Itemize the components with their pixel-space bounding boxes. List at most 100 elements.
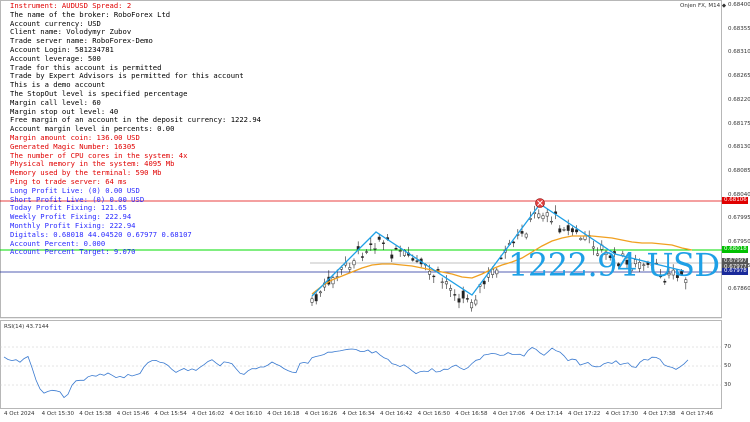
candle-body [591,246,595,249]
candle-body [520,231,524,234]
candle-body [461,290,465,299]
info-line: Generated Magic Number: 16305 [10,141,136,151]
time-tick-label: 4 Oct 17:06 [492,411,526,417]
candle-body [675,275,679,278]
info-line: Account Percent: 0.000 [10,238,106,248]
chart-symbol-label: Onjen FX, M14 ◆ [680,3,727,9]
info-line: Instrument: AUDUSD Spread: 2 [10,1,132,10]
candle-body [457,298,461,303]
candle-body [318,291,322,294]
candle-body [440,281,444,283]
price-tick-label: 0.68175 [728,120,750,127]
time-tick-label: 4 Oct 16:02 [192,411,225,417]
time-tick-label: 4 Oct 17:22 [568,411,601,417]
candle-body [629,268,633,272]
info-line: Account Percent Target: 9.070 [10,247,136,257]
info-line: Account currency: USD [10,18,101,28]
candle-body [352,260,356,266]
info-line: Long Profit Live: (0) 0.00 USD [10,185,140,195]
info-line: Trade server name: RoboForex-Demo [10,36,153,46]
time-tick-label: 4 Oct 15:54 [154,411,187,417]
moving-average-line [311,235,693,295]
candle-body [625,259,629,265]
time-tick-label: 4 Oct 16:50 [417,411,450,417]
candle-body [470,302,474,309]
price-tick-label: 0.67860 [728,286,750,293]
candle-body [541,215,545,219]
time-tick-label: 4 Oct 16:42 [380,411,413,417]
candle-body [495,269,499,275]
candle-body [596,253,600,256]
candle-body [360,256,364,258]
info-line: Free margin of an account in the deposit… [10,115,261,125]
candle-body [663,280,667,283]
candle-body [566,225,570,231]
time-tick-label: 4 Oct 16:26 [304,411,338,417]
info-line: The StopOut level is specified percentag… [10,89,188,98]
price-tick-label: 0.68040 [728,191,750,198]
price-tick-label: 0.67950 [728,239,750,245]
candle-body [348,267,352,270]
candle-body [667,272,671,276]
candle-body [310,298,314,303]
candle-body [608,255,612,258]
rsi-tick-label: 50 [724,363,731,369]
price-tick-label: 0.68400 [728,2,750,8]
info-line: The name of the broker: RoboForex Ltd [10,9,171,19]
candle-body [604,251,608,256]
candle-body [415,260,419,262]
info-line: Short Profit Live: (0) 0.00 USD [10,194,145,204]
candle-body [453,294,457,296]
info-line: Margin amount coin: 136.00 USD [10,133,140,142]
candle-body [562,229,566,231]
candle-body [537,213,541,218]
candlestick-series [310,205,688,312]
rsi-indicator-label: RSI(14) 43.7144 [4,324,49,330]
time-tick-label: 4 Oct 16:58 [455,411,488,417]
time-tick-label: 4 Oct 16:34 [342,411,375,417]
price-tick-label: 0.68310 [728,49,750,56]
candle-body [570,228,574,233]
time-tick-label: 4 Oct 16:18 [267,411,300,417]
price-tick-label: 0.68265 [728,73,750,80]
info-line: Client name: Volodymyr Zubov [10,27,132,37]
candle-body [373,248,377,250]
candle-body [671,269,675,276]
candle-body [512,241,516,244]
candle-body [482,280,486,285]
info-line: Today Profit Fixing: 121.65 [10,203,127,213]
candle-body [465,298,469,300]
candle-body [390,254,394,259]
info-line: Account margin level in percents: 0.00 [10,124,175,134]
time-tick-label: 4 Oct 16:10 [229,411,262,417]
candle-body [432,275,436,278]
time-tick-label: 4 Oct 2024 [4,411,35,417]
info-line: Physical memory in the system: 4095 Mb [10,159,175,169]
candle-body [659,274,663,278]
candle-body [491,269,495,275]
candle-body [436,269,440,271]
candle-body [579,238,583,240]
info-line: Account leverage: 500 [10,53,101,63]
info-line: Trade by Expert Advisors is permitted fo… [10,71,244,81]
rsi-tick-label: 30 [724,382,731,388]
time-tick-label: 4 Oct 17:46 [680,411,714,417]
time-tick-label: 4 Oct 17:38 [643,411,676,417]
price-tick-label: 0.67995 [728,215,750,222]
rsi-line [3,347,689,399]
time-tick-label: 4 Oct 17:30 [605,411,638,417]
candle-body [617,263,621,267]
price-tag: 0.68018 [722,246,748,253]
info-line: The number of CPU cores in the system: 4… [10,150,188,160]
time-tick-label: 4 Oct 15:30 [41,411,74,417]
price-tick-label: 0.68355 [728,25,750,32]
candle-body [381,242,385,244]
info-line: Weekly Profit Fixing: 222.94 [10,212,132,222]
candle-body [575,229,579,233]
candle-body [549,220,553,223]
candle-body [394,247,398,250]
price-tag: 0.67997 [722,258,748,265]
info-line: Margin stop out level: 40 [10,106,119,116]
